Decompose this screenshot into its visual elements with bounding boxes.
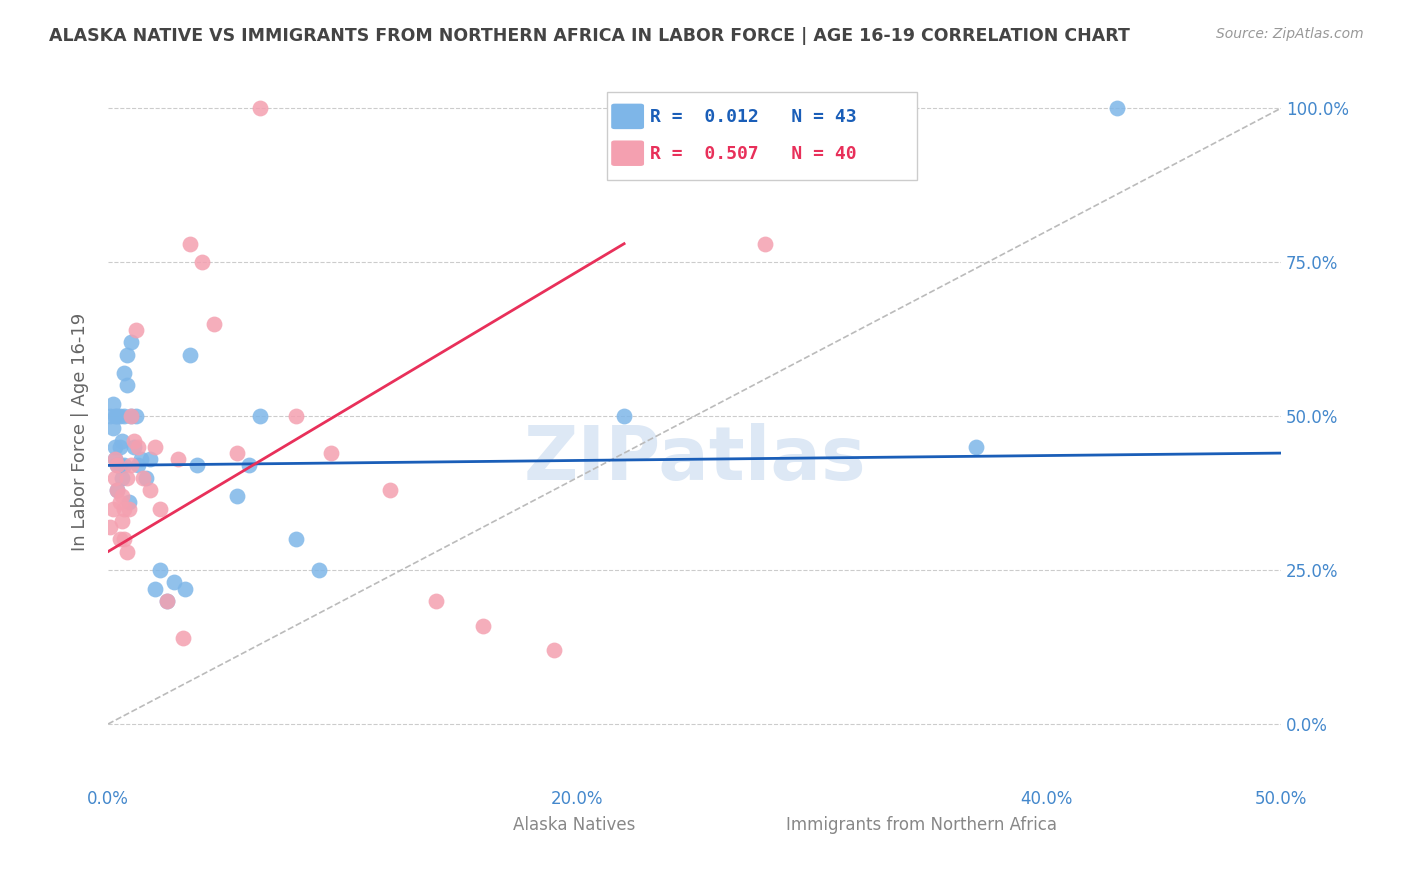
Point bbox=[98, 520, 121, 534]
Point bbox=[156, 594, 179, 608]
Point bbox=[163, 575, 186, 590]
Point bbox=[108, 440, 131, 454]
Point bbox=[202, 317, 225, 331]
Point bbox=[101, 501, 124, 516]
Point bbox=[112, 501, 135, 516]
Point bbox=[179, 347, 201, 361]
Point bbox=[143, 582, 166, 596]
Point bbox=[120, 458, 142, 473]
Text: Immigrants from Northern Africa: Immigrants from Northern Africa bbox=[786, 815, 1057, 833]
Point bbox=[127, 458, 149, 473]
Point bbox=[112, 366, 135, 380]
FancyBboxPatch shape bbox=[606, 92, 917, 180]
Point bbox=[112, 458, 135, 473]
Point bbox=[139, 452, 162, 467]
Point bbox=[118, 501, 141, 516]
Point bbox=[132, 471, 155, 485]
Point bbox=[120, 335, 142, 350]
Point bbox=[104, 452, 127, 467]
Point bbox=[105, 483, 128, 497]
Point bbox=[115, 544, 138, 558]
Point bbox=[122, 440, 145, 454]
Point bbox=[249, 101, 271, 115]
Text: R =  0.012   N = 43: R = 0.012 N = 43 bbox=[650, 108, 856, 126]
Point bbox=[226, 489, 249, 503]
FancyBboxPatch shape bbox=[612, 140, 644, 166]
Point bbox=[101, 397, 124, 411]
Point bbox=[284, 533, 307, 547]
Text: ZIPatlas: ZIPatlas bbox=[523, 424, 866, 496]
Point bbox=[186, 458, 208, 473]
Point bbox=[122, 434, 145, 448]
Point bbox=[129, 452, 152, 467]
Point bbox=[143, 440, 166, 454]
Point bbox=[149, 563, 172, 577]
Point bbox=[111, 471, 134, 485]
Point bbox=[179, 236, 201, 251]
Point bbox=[127, 440, 149, 454]
Point bbox=[112, 533, 135, 547]
Point bbox=[104, 409, 127, 424]
Point bbox=[111, 434, 134, 448]
Point bbox=[108, 458, 131, 473]
Point bbox=[472, 618, 495, 632]
Point bbox=[135, 471, 157, 485]
Point bbox=[111, 489, 134, 503]
FancyBboxPatch shape bbox=[478, 814, 508, 838]
Point bbox=[125, 409, 148, 424]
Point bbox=[105, 483, 128, 497]
Text: Source: ZipAtlas.com: Source: ZipAtlas.com bbox=[1216, 27, 1364, 41]
Point bbox=[149, 501, 172, 516]
FancyBboxPatch shape bbox=[612, 103, 644, 129]
Point bbox=[101, 421, 124, 435]
FancyBboxPatch shape bbox=[752, 814, 783, 838]
Text: ALASKA NATIVE VS IMMIGRANTS FROM NORTHERN AFRICA IN LABOR FORCE | AGE 16-19 CORR: ALASKA NATIVE VS IMMIGRANTS FROM NORTHER… bbox=[49, 27, 1130, 45]
Point bbox=[112, 409, 135, 424]
Text: R =  0.507   N = 40: R = 0.507 N = 40 bbox=[650, 145, 856, 162]
Point bbox=[238, 458, 260, 473]
Point bbox=[226, 446, 249, 460]
Point bbox=[174, 582, 197, 596]
Point bbox=[118, 495, 141, 509]
Point bbox=[104, 440, 127, 454]
Point bbox=[111, 514, 134, 528]
Point bbox=[108, 495, 131, 509]
Point bbox=[120, 409, 142, 424]
Point bbox=[108, 533, 131, 547]
Point bbox=[965, 440, 987, 454]
Point bbox=[172, 631, 194, 645]
Point bbox=[249, 409, 271, 424]
Point bbox=[191, 255, 214, 269]
Point bbox=[613, 101, 636, 115]
Point bbox=[378, 483, 401, 497]
Point bbox=[115, 378, 138, 392]
Point bbox=[425, 594, 447, 608]
Point bbox=[167, 452, 190, 467]
Point bbox=[105, 458, 128, 473]
Point bbox=[543, 643, 565, 657]
Point bbox=[104, 471, 127, 485]
Point bbox=[108, 409, 131, 424]
Point bbox=[308, 563, 330, 577]
Point bbox=[105, 409, 128, 424]
Point bbox=[139, 483, 162, 497]
Point bbox=[125, 323, 148, 337]
Point bbox=[156, 594, 179, 608]
Point bbox=[613, 409, 636, 424]
Point bbox=[105, 458, 128, 473]
Point bbox=[115, 347, 138, 361]
Text: Alaska Natives: Alaska Natives bbox=[513, 815, 636, 833]
Y-axis label: In Labor Force | Age 16-19: In Labor Force | Age 16-19 bbox=[72, 312, 89, 550]
Point bbox=[284, 409, 307, 424]
Point bbox=[319, 446, 342, 460]
Point bbox=[104, 452, 127, 467]
Point bbox=[98, 409, 121, 424]
Point bbox=[120, 409, 142, 424]
Point bbox=[1105, 101, 1128, 115]
Point bbox=[115, 471, 138, 485]
Point bbox=[754, 236, 776, 251]
